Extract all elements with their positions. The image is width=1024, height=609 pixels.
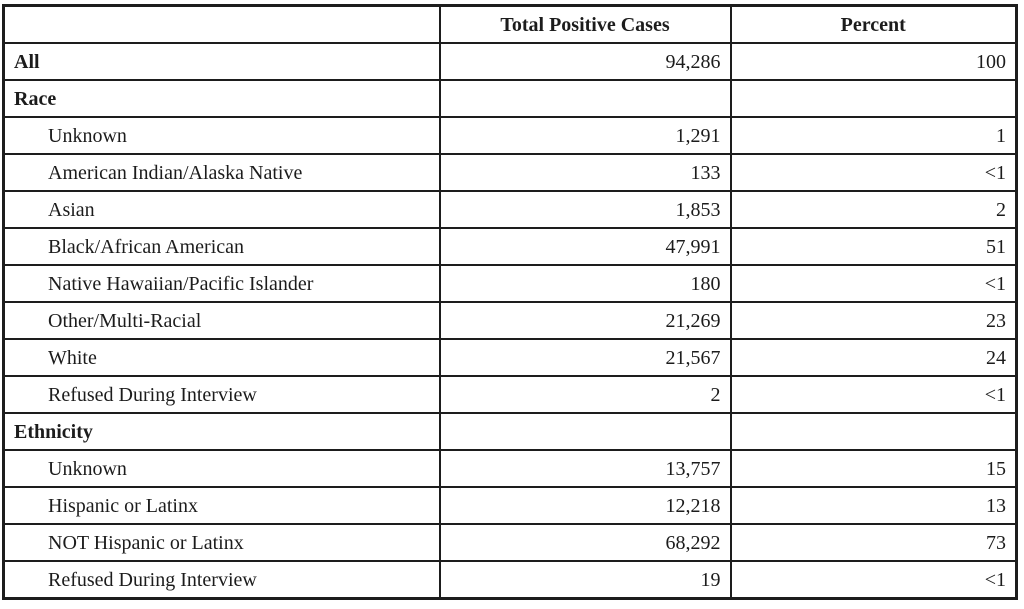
cases-value: 47,991 bbox=[438, 227, 732, 266]
cases-value: 180 bbox=[438, 264, 732, 303]
table-row: Race bbox=[2, 79, 1018, 118]
percent-value: 15 bbox=[729, 449, 1018, 488]
cases-value bbox=[438, 412, 732, 451]
percent-value: <1 bbox=[729, 560, 1018, 600]
positive-cases-table: Total Positive Cases Percent All 94,286 … bbox=[2, 4, 1018, 600]
percent-value: 100 bbox=[729, 42, 1018, 81]
percent-value: 24 bbox=[729, 338, 1018, 377]
cases-value: 2 bbox=[438, 375, 732, 414]
table-row: All 94,286 100 bbox=[2, 42, 1018, 81]
table-row: Refused During Interview 19 <1 bbox=[2, 560, 1018, 600]
table-row: American Indian/Alaska Native 133 <1 bbox=[2, 153, 1018, 192]
cases-value: 12,218 bbox=[438, 486, 732, 525]
percent-value: <1 bbox=[729, 264, 1018, 303]
table-row: NOT Hispanic or Latinx 68,292 73 bbox=[2, 523, 1018, 562]
cases-value: 1,291 bbox=[438, 116, 732, 155]
row-label: Other/Multi-Racial bbox=[2, 301, 441, 340]
row-label: Refused During Interview bbox=[2, 375, 441, 414]
cases-value: 13,757 bbox=[438, 449, 732, 488]
percent-value: <1 bbox=[729, 153, 1018, 192]
table-row: Unknown 1,291 1 bbox=[2, 116, 1018, 155]
row-label: Native Hawaiian/Pacific Islander bbox=[2, 264, 441, 303]
total-positive-cases-column-header: Total Positive Cases bbox=[438, 4, 732, 44]
percent-value: 73 bbox=[729, 523, 1018, 562]
row-label: Ethnicity bbox=[2, 412, 441, 451]
table-row: Ethnicity bbox=[2, 412, 1018, 451]
row-label: American Indian/Alaska Native bbox=[2, 153, 441, 192]
table-row: Other/Multi-Racial 21,269 23 bbox=[2, 301, 1018, 340]
cases-value: 21,269 bbox=[438, 301, 732, 340]
table-header: Total Positive Cases Percent bbox=[2, 4, 1018, 44]
percent-value: 2 bbox=[729, 190, 1018, 229]
cases-value: 133 bbox=[438, 153, 732, 192]
table-row: Black/African American 47,991 51 bbox=[2, 227, 1018, 266]
percent-value: 23 bbox=[729, 301, 1018, 340]
percent-value: 13 bbox=[729, 486, 1018, 525]
percent-value: 1 bbox=[729, 116, 1018, 155]
row-label: Unknown bbox=[2, 116, 441, 155]
row-label: Asian bbox=[2, 190, 441, 229]
cases-value: 68,292 bbox=[438, 523, 732, 562]
table-row: Hispanic or Latinx 12,218 13 bbox=[2, 486, 1018, 525]
row-label: Hispanic or Latinx bbox=[2, 486, 441, 525]
percent-value: 51 bbox=[729, 227, 1018, 266]
category-column-header bbox=[2, 4, 441, 44]
percent-column-header: Percent bbox=[729, 4, 1018, 44]
row-label: Black/African American bbox=[2, 227, 441, 266]
percent-value bbox=[729, 79, 1018, 118]
table-row: Unknown 13,757 15 bbox=[2, 449, 1018, 488]
row-label: Refused During Interview bbox=[2, 560, 441, 600]
cases-value: 94,286 bbox=[438, 42, 732, 81]
row-label: White bbox=[2, 338, 441, 377]
cases-value: 1,853 bbox=[438, 190, 732, 229]
row-label: All bbox=[2, 42, 441, 81]
row-label: Race bbox=[2, 79, 441, 118]
table-row: Refused During Interview 2 <1 bbox=[2, 375, 1018, 414]
table-row: Native Hawaiian/Pacific Islander 180 <1 bbox=[2, 264, 1018, 303]
cases-value: 21,567 bbox=[438, 338, 732, 377]
cases-value bbox=[438, 79, 732, 118]
cases-value: 19 bbox=[438, 560, 732, 600]
header-row: Total Positive Cases Percent bbox=[2, 4, 1018, 44]
table-row: Asian 1,853 2 bbox=[2, 190, 1018, 229]
percent-value bbox=[729, 412, 1018, 451]
table-body: All 94,286 100 Race Unknown 1,291 1 Amer… bbox=[2, 42, 1018, 600]
row-label: Unknown bbox=[2, 449, 441, 488]
table-row: White 21,567 24 bbox=[2, 338, 1018, 377]
row-label: NOT Hispanic or Latinx bbox=[2, 523, 441, 562]
percent-value: <1 bbox=[729, 375, 1018, 414]
